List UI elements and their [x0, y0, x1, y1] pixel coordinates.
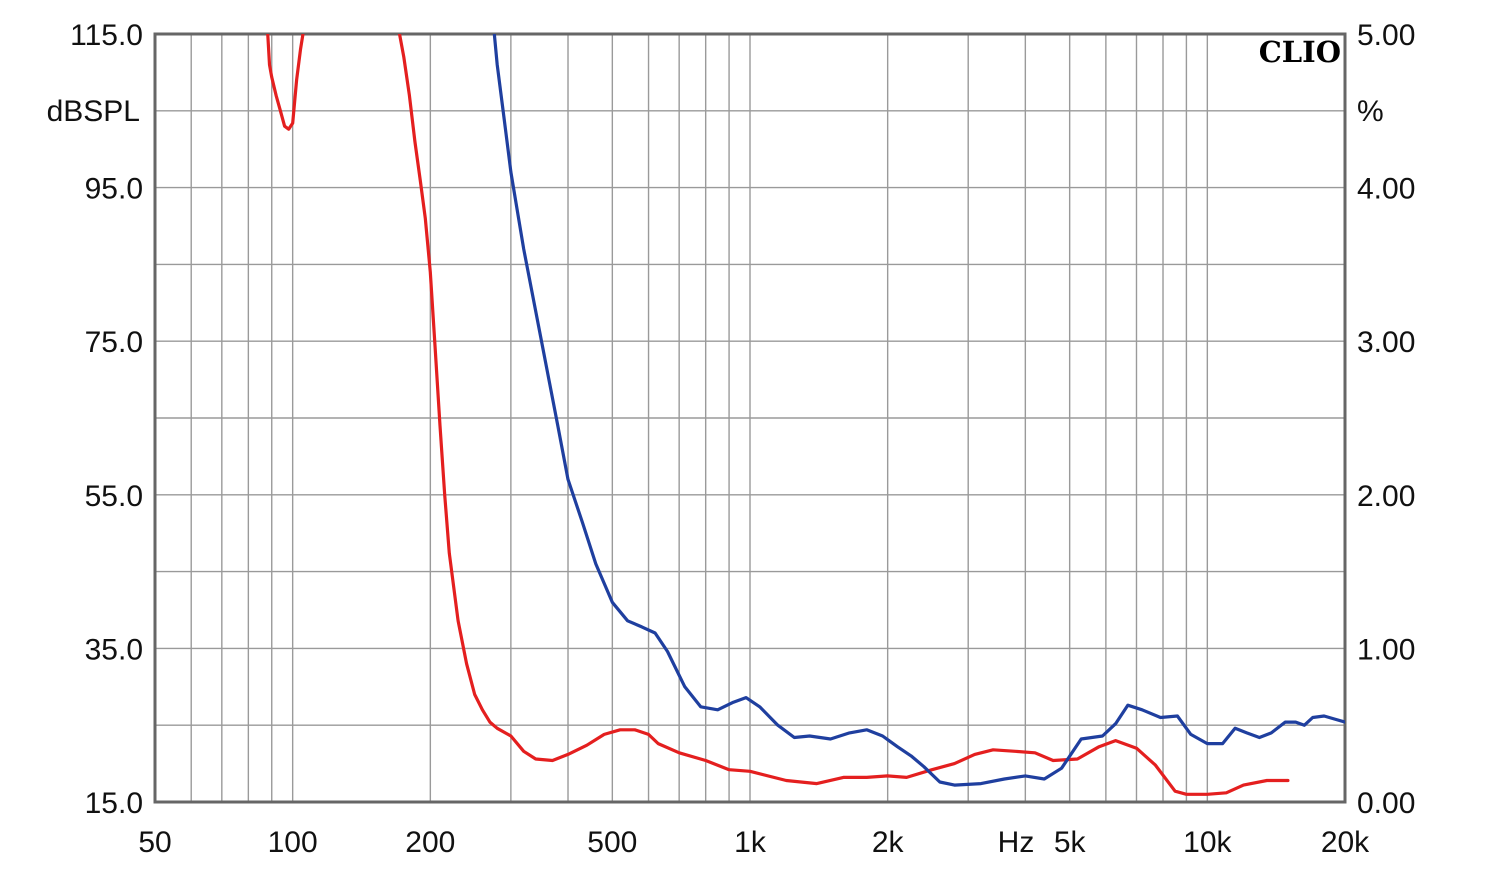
y-right-tick-label-5: 0.00 [1357, 787, 1415, 820]
x-tick-label-3: 500 [587, 826, 637, 859]
x-tick-label-8: 20k [1321, 826, 1370, 859]
plot-frame [153, 32, 1347, 804]
y-left-tick-label-5: 15.0 [85, 787, 143, 820]
y-left-unit-label: dBSPL [47, 95, 140, 128]
x-tick-label-6: 5k [1054, 826, 1087, 859]
x-tick-label-1: 100 [268, 826, 318, 859]
x-tick-label-4: 1k [734, 826, 767, 859]
x-tick-label-0: 50 [138, 826, 171, 859]
series-1-line-0 [492, 34, 1345, 787]
x-unit-label: Hz [998, 826, 1035, 859]
series-0-line-0 [266, 34, 305, 131]
tick-labels: 50 100 200 500 1k 2k 5k 10k 20k 115.0 95.0 75.0 55.0… [70, 19, 1415, 859]
y-left-tick-label-2: 75.0 [85, 326, 143, 359]
y-left-tick-label-0: 115.0 [70, 19, 143, 52]
y-right-tick-label-1: 4.00 [1357, 173, 1415, 206]
x-tick-label-5: 2k [872, 826, 905, 859]
clio-brand-logo: CLIO [1259, 35, 1341, 69]
y-right-tick-label-2: 3.00 [1357, 326, 1415, 359]
x-tick-label-2: 200 [405, 826, 455, 859]
y-left-tick-label-4: 35.0 [85, 633, 143, 666]
plot-grid [155, 34, 1345, 802]
x-tick-label-7: 10k [1183, 826, 1232, 859]
series-0-line-1 [397, 34, 1290, 796]
y-left-tick-label-1: 95.0 [85, 173, 143, 206]
series-layer [266, 34, 1345, 796]
y-right-tick-label-4: 1.00 [1357, 633, 1415, 666]
y-left-tick-label-3: 55.0 [85, 480, 143, 513]
y-right-tick-label-0: 5.00 [1357, 19, 1415, 52]
y-right-tick-label-3: 2.00 [1357, 480, 1415, 513]
y-right-unit-label: % [1357, 95, 1384, 128]
